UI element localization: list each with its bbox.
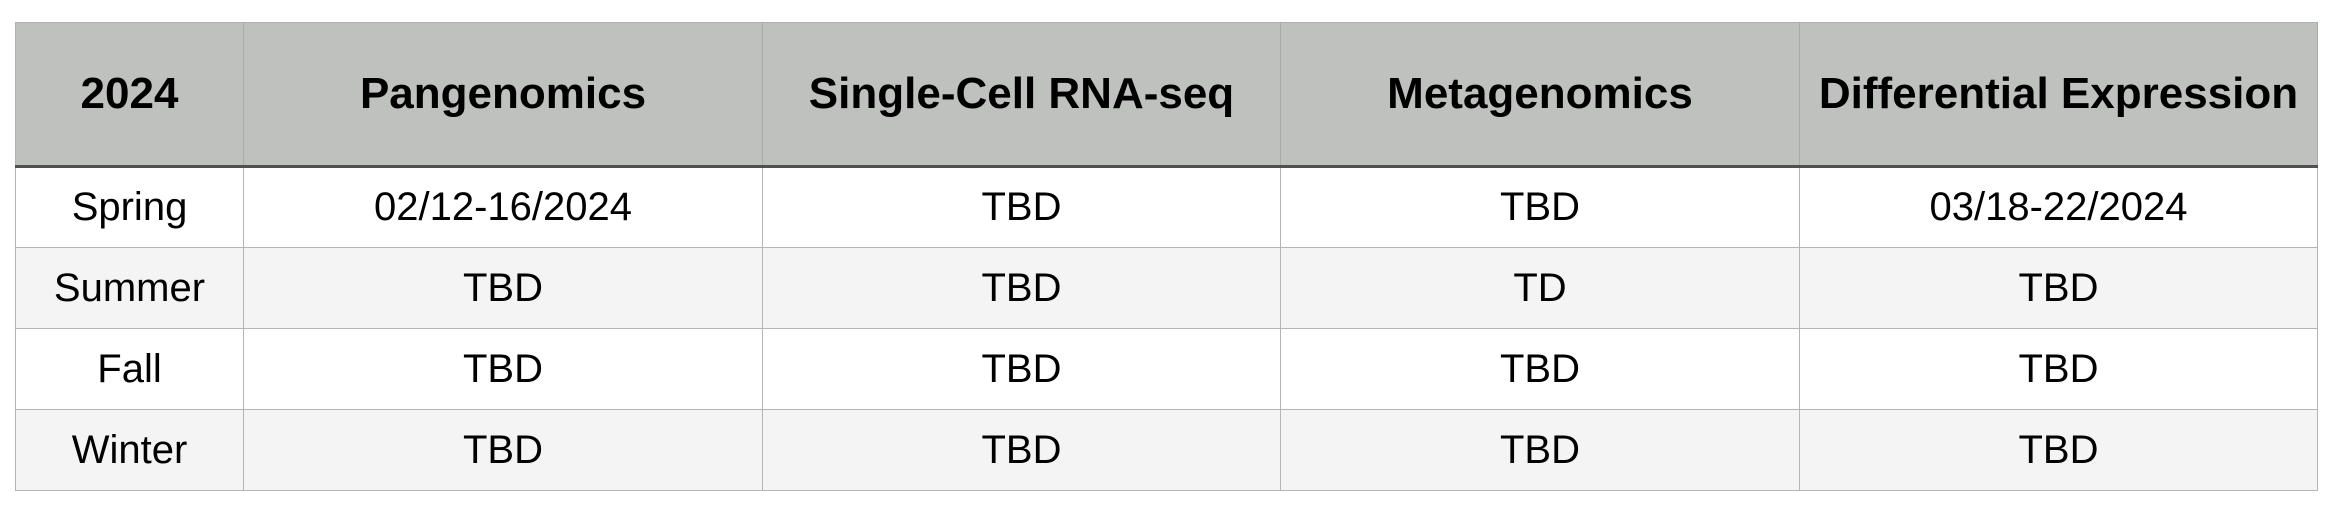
table-cell: TBD xyxy=(243,247,763,329)
schedule-table: 2024 Pangenomics Single-Cell RNA-seq Met… xyxy=(15,22,2318,491)
table-row-summer: Summer TBD TBD TD TBD xyxy=(15,247,2318,329)
table-cell: 02/12-16/2024 xyxy=(243,166,763,248)
table-cell: TBD xyxy=(762,247,1281,329)
table-row-spring: Spring 02/12-16/2024 TBD TBD 03/18-22/20… xyxy=(15,166,2318,248)
table-cell: TBD xyxy=(1280,166,1800,248)
table-cell: TBD xyxy=(762,409,1281,491)
table-cell: TBD xyxy=(1799,409,2318,491)
table-cell: 03/18-22/2024 xyxy=(1799,166,2318,248)
table-cell: TBD xyxy=(243,328,763,410)
season-cell: Fall xyxy=(15,328,244,410)
header-single-cell-rna-seq: Single-Cell RNA-seq xyxy=(762,22,1281,168)
header-year: 2024 xyxy=(15,22,244,168)
table-cell: TBD xyxy=(1280,328,1800,410)
header-pangenomics: Pangenomics xyxy=(243,22,763,168)
table-body: Spring 02/12-16/2024 TBD TBD 03/18-22/20… xyxy=(15,166,2318,491)
table-cell: TBD xyxy=(243,409,763,491)
season-cell: Winter xyxy=(15,409,244,491)
header-differential-expression: Differential Expression xyxy=(1799,22,2318,168)
season-cell: Spring xyxy=(15,166,244,248)
table-cell: TBD xyxy=(762,328,1281,410)
header-metagenomics: Metagenomics xyxy=(1280,22,1800,168)
header-row: 2024 Pangenomics Single-Cell RNA-seq Met… xyxy=(15,22,2318,168)
table-cell: TBD xyxy=(762,166,1281,248)
table-cell: TD xyxy=(1280,247,1800,329)
table-header: 2024 Pangenomics Single-Cell RNA-seq Met… xyxy=(15,22,2318,168)
table-cell: TBD xyxy=(1280,409,1800,491)
season-cell: Summer xyxy=(15,247,244,329)
table-row-fall: Fall TBD TBD TBD TBD xyxy=(15,328,2318,410)
table-cell: TBD xyxy=(1799,328,2318,410)
table-cell: TBD xyxy=(1799,247,2318,329)
table-row-winter: Winter TBD TBD TBD TBD xyxy=(15,409,2318,491)
